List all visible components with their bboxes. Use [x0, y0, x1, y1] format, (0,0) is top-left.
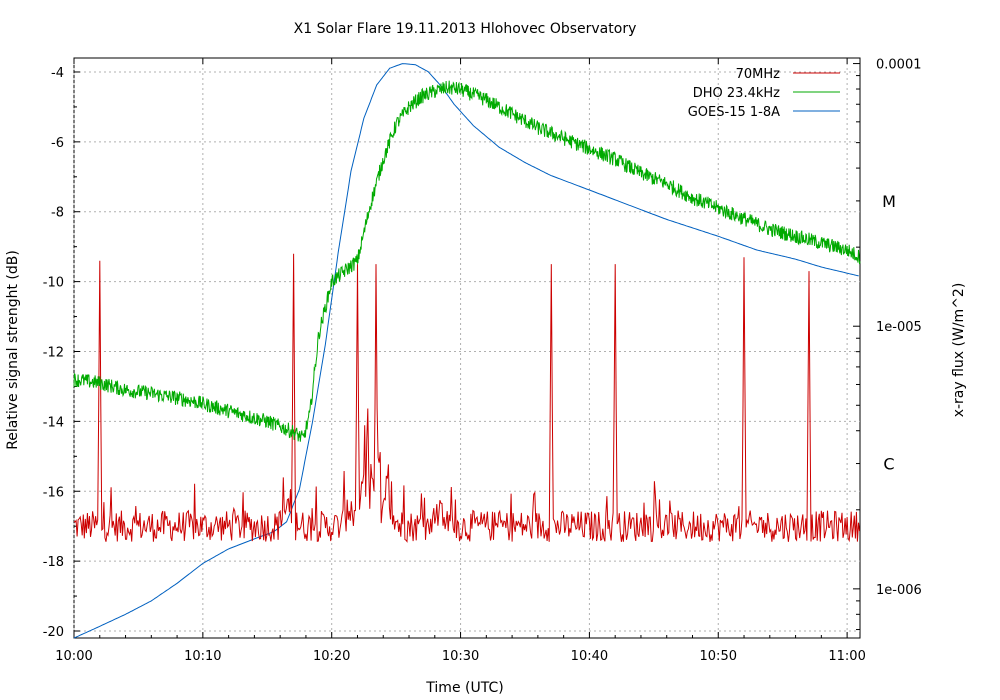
x-tick-label: 10:20 — [313, 649, 350, 664]
y-axis-label: Relative signal strenght (dB) — [5, 250, 21, 450]
series-lines — [73, 63, 861, 639]
y-tick-label: -16 — [43, 485, 64, 500]
y2-axis-ticks: 0.0001 1e-005 1e-006 — [853, 58, 922, 631]
y-tick-label: -8 — [51, 206, 64, 221]
flare-class-label-m: M — [882, 192, 896, 211]
legend: 70MHz DHO 23.4kHz GOES-15 1-8A — [688, 67, 840, 120]
y-tick-label: -14 — [43, 415, 64, 430]
x-tick-label: 10:30 — [442, 649, 479, 664]
y2-tick-label: 0.0001 — [876, 58, 922, 73]
x-tick-label: 11:00 — [828, 649, 865, 664]
y-tick-label: -12 — [43, 345, 64, 360]
x-axis-ticks: 10:00 10:10 10:20 10:30 10:40 10:50 11:00 — [55, 58, 866, 664]
x-tick-label: 10:10 — [184, 649, 221, 664]
y-tick-label: -6 — [51, 136, 64, 151]
legend-label: GOES-15 1-8A — [688, 105, 780, 120]
y-axis-ticks: -4 -6 -8 -10 -12 -14 -16 -18 -20 — [43, 66, 80, 640]
x-axis-label: Time (UTC) — [425, 680, 503, 696]
y-tick-label: -20 — [43, 625, 64, 640]
series-line-70mhz — [73, 253, 860, 543]
y-tick-label: -10 — [43, 276, 64, 291]
series-line-goes-15 — [73, 63, 859, 639]
flare-class-labels: MC — [882, 192, 896, 474]
plot-frame — [73, 57, 861, 639]
x-tick-label: 10:40 — [571, 649, 608, 664]
x-tick-label: 10:50 — [700, 649, 737, 664]
y2-tick-label: 1e-005 — [876, 320, 922, 335]
y2-axis-label: x-ray flux (W/m^2) — [951, 283, 967, 418]
series-line-dho — [73, 80, 861, 442]
flare-class-label-c: C — [883, 455, 894, 474]
y2-tick-label: 1e-006 — [876, 583, 922, 598]
y-tick-label: -18 — [43, 555, 64, 570]
y-tick-label: -4 — [51, 66, 64, 81]
grid-lines — [73, 58, 860, 638]
legend-label: DHO 23.4kHz — [693, 86, 780, 101]
x-tick-label: 10:00 — [55, 649, 92, 664]
chart-title: X1 Solar Flare 19.11.2013 Hlohovec Obser… — [294, 21, 637, 37]
legend-label: 70MHz — [736, 67, 781, 82]
